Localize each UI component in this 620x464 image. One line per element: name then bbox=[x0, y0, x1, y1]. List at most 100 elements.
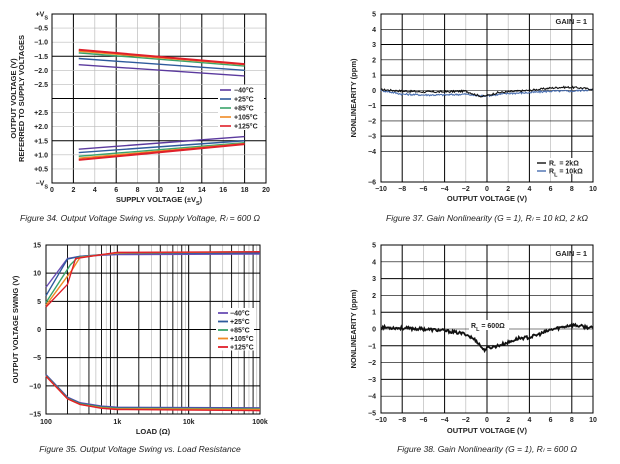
series-line-upper bbox=[45, 253, 261, 288]
y-tick-label-main: +V bbox=[36, 12, 45, 19]
y-tick-label: −10 bbox=[29, 383, 41, 390]
y-tick-label: −3 bbox=[368, 377, 376, 384]
gain-annotation: GAIN = 1 bbox=[556, 249, 587, 258]
curve-label: RL = 600Ω bbox=[471, 323, 505, 333]
legend-label-rest: = 10kΩ bbox=[557, 169, 583, 176]
y-tick-label: +2.5 bbox=[34, 110, 48, 117]
x-tick-label: −8 bbox=[398, 417, 406, 424]
plot-frame bbox=[51, 13, 267, 184]
y-tick-label: 4 bbox=[372, 259, 376, 266]
x-tick-label: 2 bbox=[71, 187, 75, 194]
series-line bbox=[380, 85, 594, 98]
y-tick-label: −2 bbox=[368, 118, 376, 125]
x-tick-label: 100 bbox=[40, 419, 52, 426]
y-tick-label-main: −V bbox=[36, 181, 45, 188]
legend-label-rest: = 2kΩ bbox=[557, 161, 579, 168]
y-axis-label: NONLINEARITY (ppm) bbox=[349, 289, 358, 369]
legend-bg bbox=[535, 158, 585, 166]
plot-frame bbox=[45, 244, 261, 415]
y-tick-label: 0 bbox=[372, 88, 376, 95]
y-tick-label: 5 bbox=[37, 299, 41, 306]
y-tick-label: −1 bbox=[368, 103, 376, 110]
x-axis-label-main: SUPPLY VOLTAGE (±V bbox=[116, 195, 196, 204]
figure-caption: Figure 37. Gain Nonlinearity (G = 1), Rₗ… bbox=[386, 213, 588, 223]
series-line-lower bbox=[78, 140, 245, 154]
y-tick-label: 0 bbox=[372, 327, 376, 334]
x-tick-label: 10 bbox=[155, 187, 163, 194]
curve-label-rest: = 600Ω bbox=[479, 323, 505, 330]
legend-label-main: R bbox=[549, 161, 554, 168]
legend-label: −40°C bbox=[230, 310, 250, 318]
y-tick-label: 1 bbox=[372, 73, 376, 80]
x-tick-label: −4 bbox=[441, 417, 449, 424]
y-tick-label: +1.5 bbox=[34, 138, 48, 145]
x-tick-label: 12 bbox=[177, 187, 185, 194]
legend-label: RL = 10kΩ bbox=[549, 169, 583, 179]
series-line bbox=[380, 321, 594, 354]
y-tick-label: +1.0 bbox=[34, 152, 48, 159]
x-tick-label: 2 bbox=[506, 186, 510, 193]
y-tick-label: −1.0 bbox=[34, 40, 48, 47]
y-tick-label: −3 bbox=[368, 134, 376, 141]
figure-caption: Figure 35. Output Voltage Swing vs. Load… bbox=[39, 444, 241, 454]
x-tick-label: 20 bbox=[262, 187, 270, 194]
x-tick-label: 2 bbox=[506, 417, 510, 424]
y-tick-label-sub: S bbox=[44, 16, 48, 22]
series-line-upper bbox=[45, 252, 261, 297]
legend-label-main: R bbox=[549, 169, 554, 176]
x-axis-label: OUTPUT VOLTAGE (V) bbox=[447, 194, 528, 203]
legend-bg bbox=[216, 342, 254, 351]
chart-fig34: +VS−0.5−1.0−1.5−2.0−2.5+2.5+2.0+1.5+1.0+… bbox=[9, 12, 270, 224]
x-tick-label: 8 bbox=[570, 186, 574, 193]
legend-bg bbox=[216, 333, 254, 342]
x-tick-label: 8 bbox=[136, 187, 140, 194]
x-tick-label: 0 bbox=[50, 187, 54, 194]
series-line-upper bbox=[45, 251, 261, 306]
y-tick-label: 3 bbox=[372, 42, 376, 49]
y-tick-label: 15 bbox=[33, 243, 41, 250]
x-axis-label-rest: ) bbox=[200, 195, 203, 204]
y-tick-label: 1 bbox=[372, 310, 376, 317]
legend-label-sub: L bbox=[554, 173, 558, 179]
series-line-upper bbox=[78, 57, 245, 72]
y-tick-label: 5 bbox=[372, 243, 376, 250]
curve-label-sub: L bbox=[476, 327, 480, 333]
x-tick-label: −10 bbox=[375, 417, 387, 424]
curve-label-main: R bbox=[471, 323, 476, 330]
y-tick-label: −2.0 bbox=[34, 68, 48, 75]
series-line-upper bbox=[78, 52, 245, 67]
y-tick-label: −1.5 bbox=[34, 54, 48, 61]
x-tick-label: −8 bbox=[398, 186, 406, 193]
y-tick-label: −4 bbox=[368, 394, 376, 401]
y-tick-label: −15 bbox=[29, 412, 41, 419]
x-tick-label: 8 bbox=[570, 417, 574, 424]
legend-bg bbox=[218, 103, 264, 112]
legend-bg bbox=[218, 85, 264, 94]
series-line-upper bbox=[78, 64, 245, 77]
y-axis-label: OUTPUT VOLTAGE SWING (V) bbox=[11, 275, 20, 383]
y-tick-label: 5 bbox=[372, 12, 376, 19]
series-line-upper bbox=[78, 48, 245, 66]
x-tick-label: −4 bbox=[441, 186, 449, 193]
series-line-lower bbox=[45, 375, 261, 412]
legend-label: +125°C bbox=[230, 344, 254, 352]
y-axis-label: OUTPUT VOLTAGE (V) bbox=[9, 58, 18, 139]
x-tick-label: 0 bbox=[485, 417, 489, 424]
x-axis-label-sub: S bbox=[196, 201, 200, 207]
y-tick-label-sub: S bbox=[44, 185, 48, 191]
legend-label: +105°C bbox=[230, 335, 254, 343]
legend-label: −40°C bbox=[234, 87, 254, 95]
figure-caption: Figure 38. Gain Nonlinearity (G = 1), Rₗ… bbox=[397, 444, 577, 454]
y-tick-label: −VS bbox=[36, 181, 49, 191]
gain-annotation: GAIN = 1 bbox=[556, 17, 587, 26]
x-tick-label: 4 bbox=[527, 417, 531, 424]
series-line-lower bbox=[78, 143, 245, 161]
y-axis-label-2: REFERRED TO SUPPLY VOLTAGES bbox=[17, 35, 26, 162]
x-tick-label: 16 bbox=[219, 187, 227, 194]
x-tick-label: −6 bbox=[419, 417, 427, 424]
y-tick-label: −1 bbox=[368, 343, 376, 350]
y-tick-label: −5 bbox=[368, 411, 376, 418]
y-tick-label: −2.5 bbox=[34, 82, 48, 89]
